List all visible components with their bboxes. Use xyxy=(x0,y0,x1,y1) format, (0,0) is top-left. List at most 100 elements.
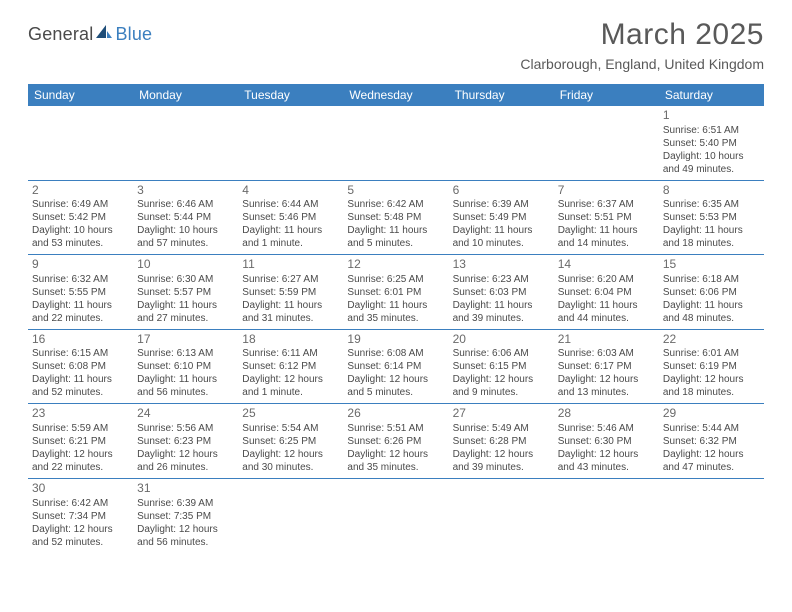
daylight-text: Daylight: 11 hours and 27 minutes. xyxy=(137,299,234,325)
calendar-cell: 1Sunrise: 6:51 AMSunset: 5:40 PMDaylight… xyxy=(659,106,764,180)
day-header-sunday: Sunday xyxy=(28,84,133,106)
day-number: 29 xyxy=(663,406,760,422)
day-number: 31 xyxy=(137,481,234,497)
sunrise-text: Sunrise: 5:56 AM xyxy=(137,422,234,435)
day-number: 4 xyxy=(242,183,339,199)
brand-general-text: General xyxy=(28,24,93,45)
sunrise-text: Sunrise: 6:39 AM xyxy=(137,497,234,510)
calendar-cell: 12Sunrise: 6:25 AMSunset: 6:01 PMDayligh… xyxy=(343,255,448,330)
sunset-text: Sunset: 6:23 PM xyxy=(137,435,234,448)
sunrise-text: Sunrise: 6:13 AM xyxy=(137,347,234,360)
daylight-text: Daylight: 12 hours and 22 minutes. xyxy=(32,448,129,474)
calendar-cell xyxy=(238,106,343,180)
sunset-text: Sunset: 5:57 PM xyxy=(137,286,234,299)
sunset-text: Sunset: 5:46 PM xyxy=(242,211,339,224)
day-header-tuesday: Tuesday xyxy=(238,84,343,106)
sunset-text: Sunset: 6:17 PM xyxy=(558,360,655,373)
sunset-text: Sunset: 5:48 PM xyxy=(347,211,444,224)
sunset-text: Sunset: 5:59 PM xyxy=(242,286,339,299)
sunset-text: Sunset: 5:51 PM xyxy=(558,211,655,224)
calendar-cell: 22Sunrise: 6:01 AMSunset: 6:19 PMDayligh… xyxy=(659,329,764,404)
sunrise-text: Sunrise: 6:18 AM xyxy=(663,273,760,286)
sunrise-text: Sunrise: 6:30 AM xyxy=(137,273,234,286)
calendar-cell: 21Sunrise: 6:03 AMSunset: 6:17 PMDayligh… xyxy=(554,329,659,404)
sunrise-text: Sunrise: 6:25 AM xyxy=(347,273,444,286)
day-number: 14 xyxy=(558,257,655,273)
day-number: 26 xyxy=(347,406,444,422)
daylight-text: Daylight: 12 hours and 39 minutes. xyxy=(453,448,550,474)
sunset-text: Sunset: 6:26 PM xyxy=(347,435,444,448)
day-number: 17 xyxy=(137,332,234,348)
day-number: 2 xyxy=(32,183,129,199)
day-number: 15 xyxy=(663,257,760,273)
sunset-text: Sunset: 7:35 PM xyxy=(137,510,234,523)
daylight-text: Daylight: 10 hours and 57 minutes. xyxy=(137,224,234,250)
daylight-text: Daylight: 12 hours and 52 minutes. xyxy=(32,523,129,549)
calendar-cell xyxy=(449,106,554,180)
calendar-cell: 29Sunrise: 5:44 AMSunset: 6:32 PMDayligh… xyxy=(659,404,764,479)
calendar-row: 2Sunrise: 6:49 AMSunset: 5:42 PMDaylight… xyxy=(28,180,764,255)
calendar-cell xyxy=(343,478,448,552)
calendar-cell: 7Sunrise: 6:37 AMSunset: 5:51 PMDaylight… xyxy=(554,180,659,255)
calendar-cell xyxy=(554,106,659,180)
calendar-cell xyxy=(28,106,133,180)
calendar-row: 30Sunrise: 6:42 AMSunset: 7:34 PMDayligh… xyxy=(28,478,764,552)
daylight-text: Daylight: 11 hours and 10 minutes. xyxy=(453,224,550,250)
daylight-text: Daylight: 12 hours and 1 minute. xyxy=(242,373,339,399)
sunrise-text: Sunrise: 6:46 AM xyxy=(137,198,234,211)
sunrise-text: Sunrise: 6:39 AM xyxy=(453,198,550,211)
calendar-cell: 4Sunrise: 6:44 AMSunset: 5:46 PMDaylight… xyxy=(238,180,343,255)
daylight-text: Daylight: 10 hours and 49 minutes. xyxy=(663,150,760,176)
daylight-text: Daylight: 12 hours and 35 minutes. xyxy=(347,448,444,474)
day-number: 6 xyxy=(453,183,550,199)
calendar-cell: 10Sunrise: 6:30 AMSunset: 5:57 PMDayligh… xyxy=(133,255,238,330)
calendar-cell xyxy=(659,478,764,552)
daylight-text: Daylight: 11 hours and 35 minutes. xyxy=(347,299,444,325)
sunset-text: Sunset: 5:55 PM xyxy=(32,286,129,299)
sunrise-text: Sunrise: 6:32 AM xyxy=(32,273,129,286)
day-number: 16 xyxy=(32,332,129,348)
sunset-text: Sunset: 6:32 PM xyxy=(663,435,760,448)
sunset-text: Sunset: 6:21 PM xyxy=(32,435,129,448)
sunrise-text: Sunrise: 6:44 AM xyxy=(242,198,339,211)
sunrise-text: Sunrise: 6:06 AM xyxy=(453,347,550,360)
calendar-cell: 2Sunrise: 6:49 AMSunset: 5:42 PMDaylight… xyxy=(28,180,133,255)
sunrise-text: Sunrise: 6:51 AM xyxy=(663,124,760,137)
day-number: 5 xyxy=(347,183,444,199)
daylight-text: Daylight: 12 hours and 26 minutes. xyxy=(137,448,234,474)
day-number: 9 xyxy=(32,257,129,273)
day-number: 19 xyxy=(347,332,444,348)
calendar-cell: 5Sunrise: 6:42 AMSunset: 5:48 PMDaylight… xyxy=(343,180,448,255)
day-number: 18 xyxy=(242,332,339,348)
calendar-cell: 14Sunrise: 6:20 AMSunset: 6:04 PMDayligh… xyxy=(554,255,659,330)
day-number: 24 xyxy=(137,406,234,422)
brand-logo: General Blue xyxy=(28,24,152,45)
daylight-text: Daylight: 11 hours and 48 minutes. xyxy=(663,299,760,325)
day-number: 10 xyxy=(137,257,234,273)
calendar-cell: 3Sunrise: 6:46 AMSunset: 5:44 PMDaylight… xyxy=(133,180,238,255)
day-header-wednesday: Wednesday xyxy=(343,84,448,106)
calendar-cell xyxy=(238,478,343,552)
sunset-text: Sunset: 6:14 PM xyxy=(347,360,444,373)
sunset-text: Sunset: 5:40 PM xyxy=(663,137,760,150)
sunset-text: Sunset: 6:06 PM xyxy=(663,286,760,299)
calendar-cell: 19Sunrise: 6:08 AMSunset: 6:14 PMDayligh… xyxy=(343,329,448,404)
sunrise-text: Sunrise: 6:15 AM xyxy=(32,347,129,360)
calendar-cell xyxy=(133,106,238,180)
calendar-cell: 20Sunrise: 6:06 AMSunset: 6:15 PMDayligh… xyxy=(449,329,554,404)
calendar-table: Sunday Monday Tuesday Wednesday Thursday… xyxy=(28,84,764,553)
calendar-row: 23Sunrise: 5:59 AMSunset: 6:21 PMDayligh… xyxy=(28,404,764,479)
page-title: March 2025 xyxy=(520,18,764,52)
calendar-cell: 30Sunrise: 6:42 AMSunset: 7:34 PMDayligh… xyxy=(28,478,133,552)
day-header-friday: Friday xyxy=(554,84,659,106)
day-number: 28 xyxy=(558,406,655,422)
sunrise-text: Sunrise: 5:49 AM xyxy=(453,422,550,435)
sunrise-text: Sunrise: 5:51 AM xyxy=(347,422,444,435)
day-header-row: Sunday Monday Tuesday Wednesday Thursday… xyxy=(28,84,764,106)
daylight-text: Daylight: 12 hours and 30 minutes. xyxy=(242,448,339,474)
calendar-row: 16Sunrise: 6:15 AMSunset: 6:08 PMDayligh… xyxy=(28,329,764,404)
sunrise-text: Sunrise: 6:20 AM xyxy=(558,273,655,286)
day-number: 25 xyxy=(242,406,339,422)
daylight-text: Daylight: 10 hours and 53 minutes. xyxy=(32,224,129,250)
daylight-text: Daylight: 11 hours and 14 minutes. xyxy=(558,224,655,250)
